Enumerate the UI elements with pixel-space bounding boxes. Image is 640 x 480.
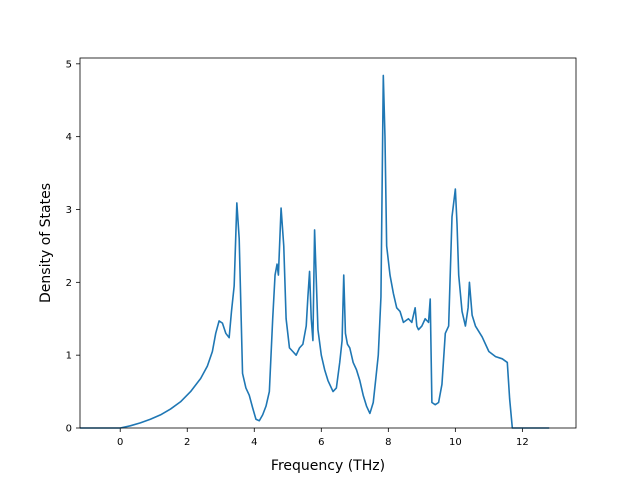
x-tick-label: 0 [117, 437, 123, 448]
x-tick-label: 8 [385, 437, 391, 448]
y-tick-label: 0 [66, 424, 72, 435]
y-tick-label: 5 [66, 59, 72, 70]
series-line-dos [80, 74, 550, 429]
x-tick-label: 6 [318, 437, 324, 448]
x-tick-label: 12 [516, 437, 529, 448]
y-tick-label: 3 [66, 205, 72, 216]
plot-frame [79, 57, 577, 429]
x-tick-label: 4 [251, 437, 257, 448]
x-axis-label: Frequency (THz) [271, 458, 385, 474]
x-tick-label: 10 [449, 437, 462, 448]
y-tick-label: 4 [66, 132, 72, 143]
y-tick-label: 1 [66, 351, 72, 362]
y-axis-label: Density of States [38, 183, 54, 303]
plot-area [80, 58, 576, 428]
x-tick-label: 2 [184, 437, 190, 448]
y-tick-label: 2 [66, 278, 72, 289]
